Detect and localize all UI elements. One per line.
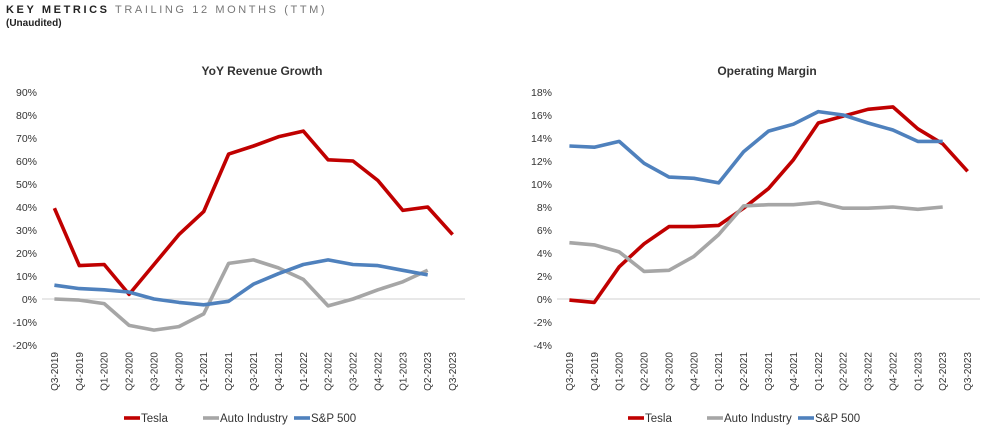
- margin-y-tick-label: 8%: [537, 202, 552, 214]
- revenue-legend-label-auto-industry: Auto Industry: [220, 413, 288, 425]
- margin-y-tick-label: 16%: [531, 110, 552, 122]
- margin-x-tick-label: Q3-2021: [764, 352, 775, 391]
- revenue-x-tick-label: Q4-2019: [75, 352, 86, 391]
- header-subtitle: (Unaudited): [6, 18, 62, 29]
- revenue-x-tick-label: Q2-2022: [324, 352, 335, 391]
- revenue-y-tick-label: 10%: [16, 271, 37, 283]
- revenue-y-tick-label: 30%: [16, 225, 37, 237]
- revenue-y-tick-label: 50%: [16, 179, 37, 191]
- revenue-legend-label-s-p-500: S&P 500: [311, 413, 356, 425]
- margin-series-s-p-500-line: [569, 109, 943, 185]
- revenue-x-tick-label: Q3-2021: [249, 352, 260, 391]
- margin-y-tick-label: -4%: [533, 340, 552, 352]
- revenue-growth-chart: YoY Revenue Growth -20% -10% 0% 10% 20% 30% 40%…: [12, 64, 465, 425]
- revenue-x-tick-label: Q1-2023: [398, 352, 409, 391]
- revenue-x-tick-label: Q3-2022: [349, 352, 360, 391]
- revenue-y-tick-label: -10%: [12, 317, 37, 329]
- margin-x-tick-label: Q4-2019: [590, 352, 601, 391]
- revenue-x-tick-label: Q3-2019: [50, 352, 61, 391]
- margin-x-tick-label: Q1-2021: [714, 352, 725, 391]
- revenue-x-tick-label: Q2-2021: [224, 352, 235, 391]
- revenue-x-tick-label: Q4-2021: [274, 352, 285, 391]
- revenue-series-s-p-500-line: [54, 258, 429, 307]
- revenue-y-tick-label: 40%: [16, 202, 37, 214]
- margin-x-tick-label: Q3-2020: [664, 352, 675, 391]
- revenue-x-tick-label: Q1-2021: [199, 352, 210, 391]
- margin-x-tick-label: Q1-2020: [615, 352, 626, 391]
- revenue-y-tick-label: 60%: [16, 156, 37, 168]
- header-title-strong: KEY METRICS: [6, 4, 110, 16]
- revenue-y-tick-label: 20%: [16, 248, 37, 260]
- revenue-series-auto-industry-line: [54, 258, 429, 332]
- margin-x-tick-label: Q4-2022: [888, 352, 899, 391]
- operating-margin-chart: Operating Margin -4% -2% 0% 2% 4% 6% 8% 10% 12% 14…: [531, 64, 980, 425]
- margin-y-tick-label: 4%: [537, 248, 552, 260]
- revenue-legend-label-tesla: Tesla: [141, 413, 168, 425]
- margin-x-tick-label: Q1-2023: [913, 352, 924, 391]
- margin-series-auto-industry-line: [569, 200, 943, 274]
- margin-x-tick-label: Q2-2022: [839, 352, 850, 391]
- revenue-y-tick-label: 0%: [22, 294, 37, 306]
- margin-y-tick-label: 10%: [531, 179, 552, 191]
- margin-y-tick-label: 18%: [531, 87, 552, 99]
- margin-y-tick-label: -2%: [533, 317, 552, 329]
- revenue-y-tick-label: 70%: [16, 133, 37, 145]
- margin-legend-label-tesla: Tesla: [645, 413, 672, 425]
- margin-legend-label-auto-industry: Auto Industry: [724, 413, 792, 425]
- margin-y-tick-label: 6%: [537, 225, 552, 237]
- revenue-x-tick-label: Q3-2020: [149, 352, 160, 391]
- margin-x-tick-label: Q2-2023: [938, 352, 949, 391]
- revenue-series-tesla-line: [52, 129, 454, 297]
- revenue-x-tick-label: Q1-2022: [299, 352, 310, 391]
- revenue-y-tick-label: -20%: [12, 340, 37, 352]
- margin-chart-title: Operating Margin: [717, 64, 816, 78]
- revenue-x-tick-label: Q2-2023: [423, 352, 434, 391]
- page-header: KEY METRICS TRAILING 12 MONTHS (TTM): [6, 4, 327, 16]
- margin-series-tesla-line: [569, 105, 969, 305]
- margin-y-tick-label: 12%: [531, 156, 552, 168]
- margin-x-tick-label: Q3-2019: [565, 352, 576, 391]
- margin-x-tick-label: Q4-2020: [689, 352, 700, 391]
- revenue-x-tick-label: Q4-2022: [373, 352, 384, 391]
- margin-y-tick-label: 2%: [537, 271, 552, 283]
- revenue-y-tick-label: 80%: [16, 110, 37, 122]
- margin-x-tick-label: Q3-2022: [864, 352, 875, 391]
- margin-y-tick-label: 14%: [531, 133, 552, 145]
- revenue-x-tick-label: Q2-2020: [125, 352, 136, 391]
- margin-y-tick-label: 0%: [537, 294, 552, 306]
- revenue-x-tick-label: Q1-2020: [100, 352, 111, 391]
- margin-x-tick-label: Q4-2021: [789, 352, 800, 391]
- revenue-x-tick-label: Q4-2020: [174, 352, 185, 391]
- margin-x-tick-label: Q3-2023: [963, 352, 974, 391]
- revenue-chart-title: YoY Revenue Growth: [202, 64, 323, 78]
- margin-x-tick-label: Q1-2022: [814, 352, 825, 391]
- margin-x-tick-label: Q2-2020: [640, 352, 651, 391]
- revenue-y-tick-label: 90%: [16, 87, 37, 99]
- margin-legend-label-s-p-500: S&P 500: [815, 413, 860, 425]
- revenue-x-tick-label: Q3-2023: [448, 352, 459, 391]
- header-title-light: TRAILING 12 MONTHS (TTM): [115, 4, 328, 16]
- margin-x-tick-label: Q2-2021: [739, 352, 750, 391]
